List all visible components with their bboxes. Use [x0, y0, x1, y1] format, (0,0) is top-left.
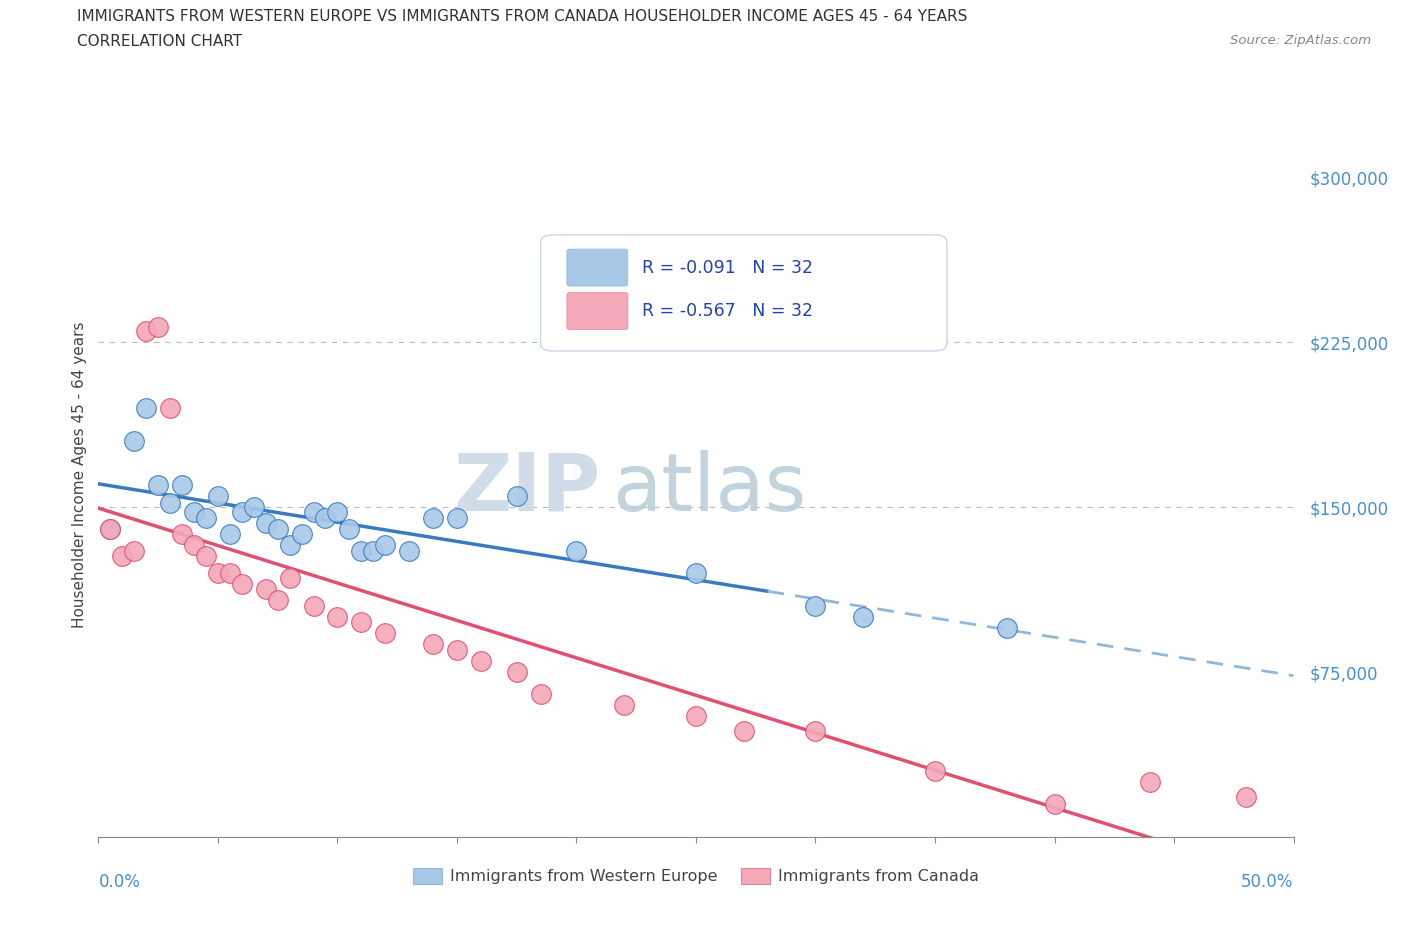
Point: [529, 686, 551, 701]
Point: [326, 610, 349, 625]
Point: [995, 620, 1018, 635]
Text: R = -0.567   N = 32: R = -0.567 N = 32: [643, 302, 813, 320]
Point: [685, 565, 707, 580]
Point: [326, 504, 349, 519]
Point: [267, 592, 290, 607]
Point: [733, 724, 755, 739]
Point: [685, 709, 707, 724]
Point: [183, 538, 205, 552]
Point: [124, 544, 146, 559]
Point: [1234, 790, 1257, 804]
Point: [172, 526, 194, 541]
Point: [243, 499, 266, 514]
Point: [278, 570, 301, 585]
Point: [111, 548, 134, 563]
Point: [148, 320, 170, 335]
Text: atlas: atlas: [612, 450, 807, 528]
Point: [98, 522, 122, 537]
Point: [290, 526, 312, 541]
Point: [254, 515, 277, 530]
Point: [363, 544, 385, 559]
Point: [374, 538, 396, 552]
Point: [183, 504, 205, 519]
Legend: Immigrants from Western Europe, Immigrants from Canada: Immigrants from Western Europe, Immigran…: [406, 861, 986, 891]
Point: [267, 522, 290, 537]
Text: ZIP: ZIP: [453, 450, 600, 528]
Y-axis label: Householder Income Ages 45 - 64 years: Householder Income Ages 45 - 64 years: [72, 321, 87, 628]
Point: [506, 489, 529, 504]
Point: [135, 324, 157, 339]
Point: [219, 565, 242, 580]
Point: [1139, 775, 1161, 790]
Point: [613, 698, 636, 712]
Text: Source: ZipAtlas.com: Source: ZipAtlas.com: [1230, 34, 1371, 47]
Point: [254, 581, 277, 596]
Point: [1043, 797, 1066, 812]
Point: [148, 478, 170, 493]
Point: [124, 434, 146, 449]
Point: [98, 522, 122, 537]
Point: [924, 764, 946, 778]
Point: [302, 599, 325, 614]
Point: [231, 577, 253, 591]
Point: [315, 511, 337, 525]
Point: [398, 544, 420, 559]
Point: [207, 489, 229, 504]
Point: [135, 401, 157, 416]
Text: R = -0.091   N = 32: R = -0.091 N = 32: [643, 259, 813, 276]
Text: 0.0%: 0.0%: [98, 873, 141, 891]
Point: [278, 538, 301, 552]
Point: [804, 599, 827, 614]
Point: [565, 544, 588, 559]
Point: [506, 665, 529, 680]
Point: [852, 610, 875, 625]
Point: [194, 511, 217, 525]
Point: [374, 625, 396, 640]
Point: [470, 654, 492, 669]
Point: [446, 511, 468, 525]
Text: CORRELATION CHART: CORRELATION CHART: [77, 34, 242, 49]
Point: [194, 548, 217, 563]
Text: IMMIGRANTS FROM WESTERN EUROPE VS IMMIGRANTS FROM CANADA HOUSEHOLDER INCOME AGES: IMMIGRANTS FROM WESTERN EUROPE VS IMMIGR…: [77, 9, 967, 24]
FancyBboxPatch shape: [567, 249, 628, 286]
Point: [172, 478, 194, 493]
Point: [219, 526, 242, 541]
Point: [231, 504, 253, 519]
Point: [302, 504, 325, 519]
Point: [159, 496, 181, 511]
Point: [446, 643, 468, 658]
FancyBboxPatch shape: [540, 235, 946, 351]
Point: [804, 724, 827, 739]
Point: [207, 565, 229, 580]
FancyBboxPatch shape: [567, 293, 628, 329]
Point: [337, 522, 360, 537]
Point: [422, 636, 444, 651]
Point: [159, 401, 181, 416]
Point: [422, 511, 444, 525]
Text: 50.0%: 50.0%: [1241, 873, 1294, 891]
Point: [350, 544, 373, 559]
Point: [350, 614, 373, 629]
